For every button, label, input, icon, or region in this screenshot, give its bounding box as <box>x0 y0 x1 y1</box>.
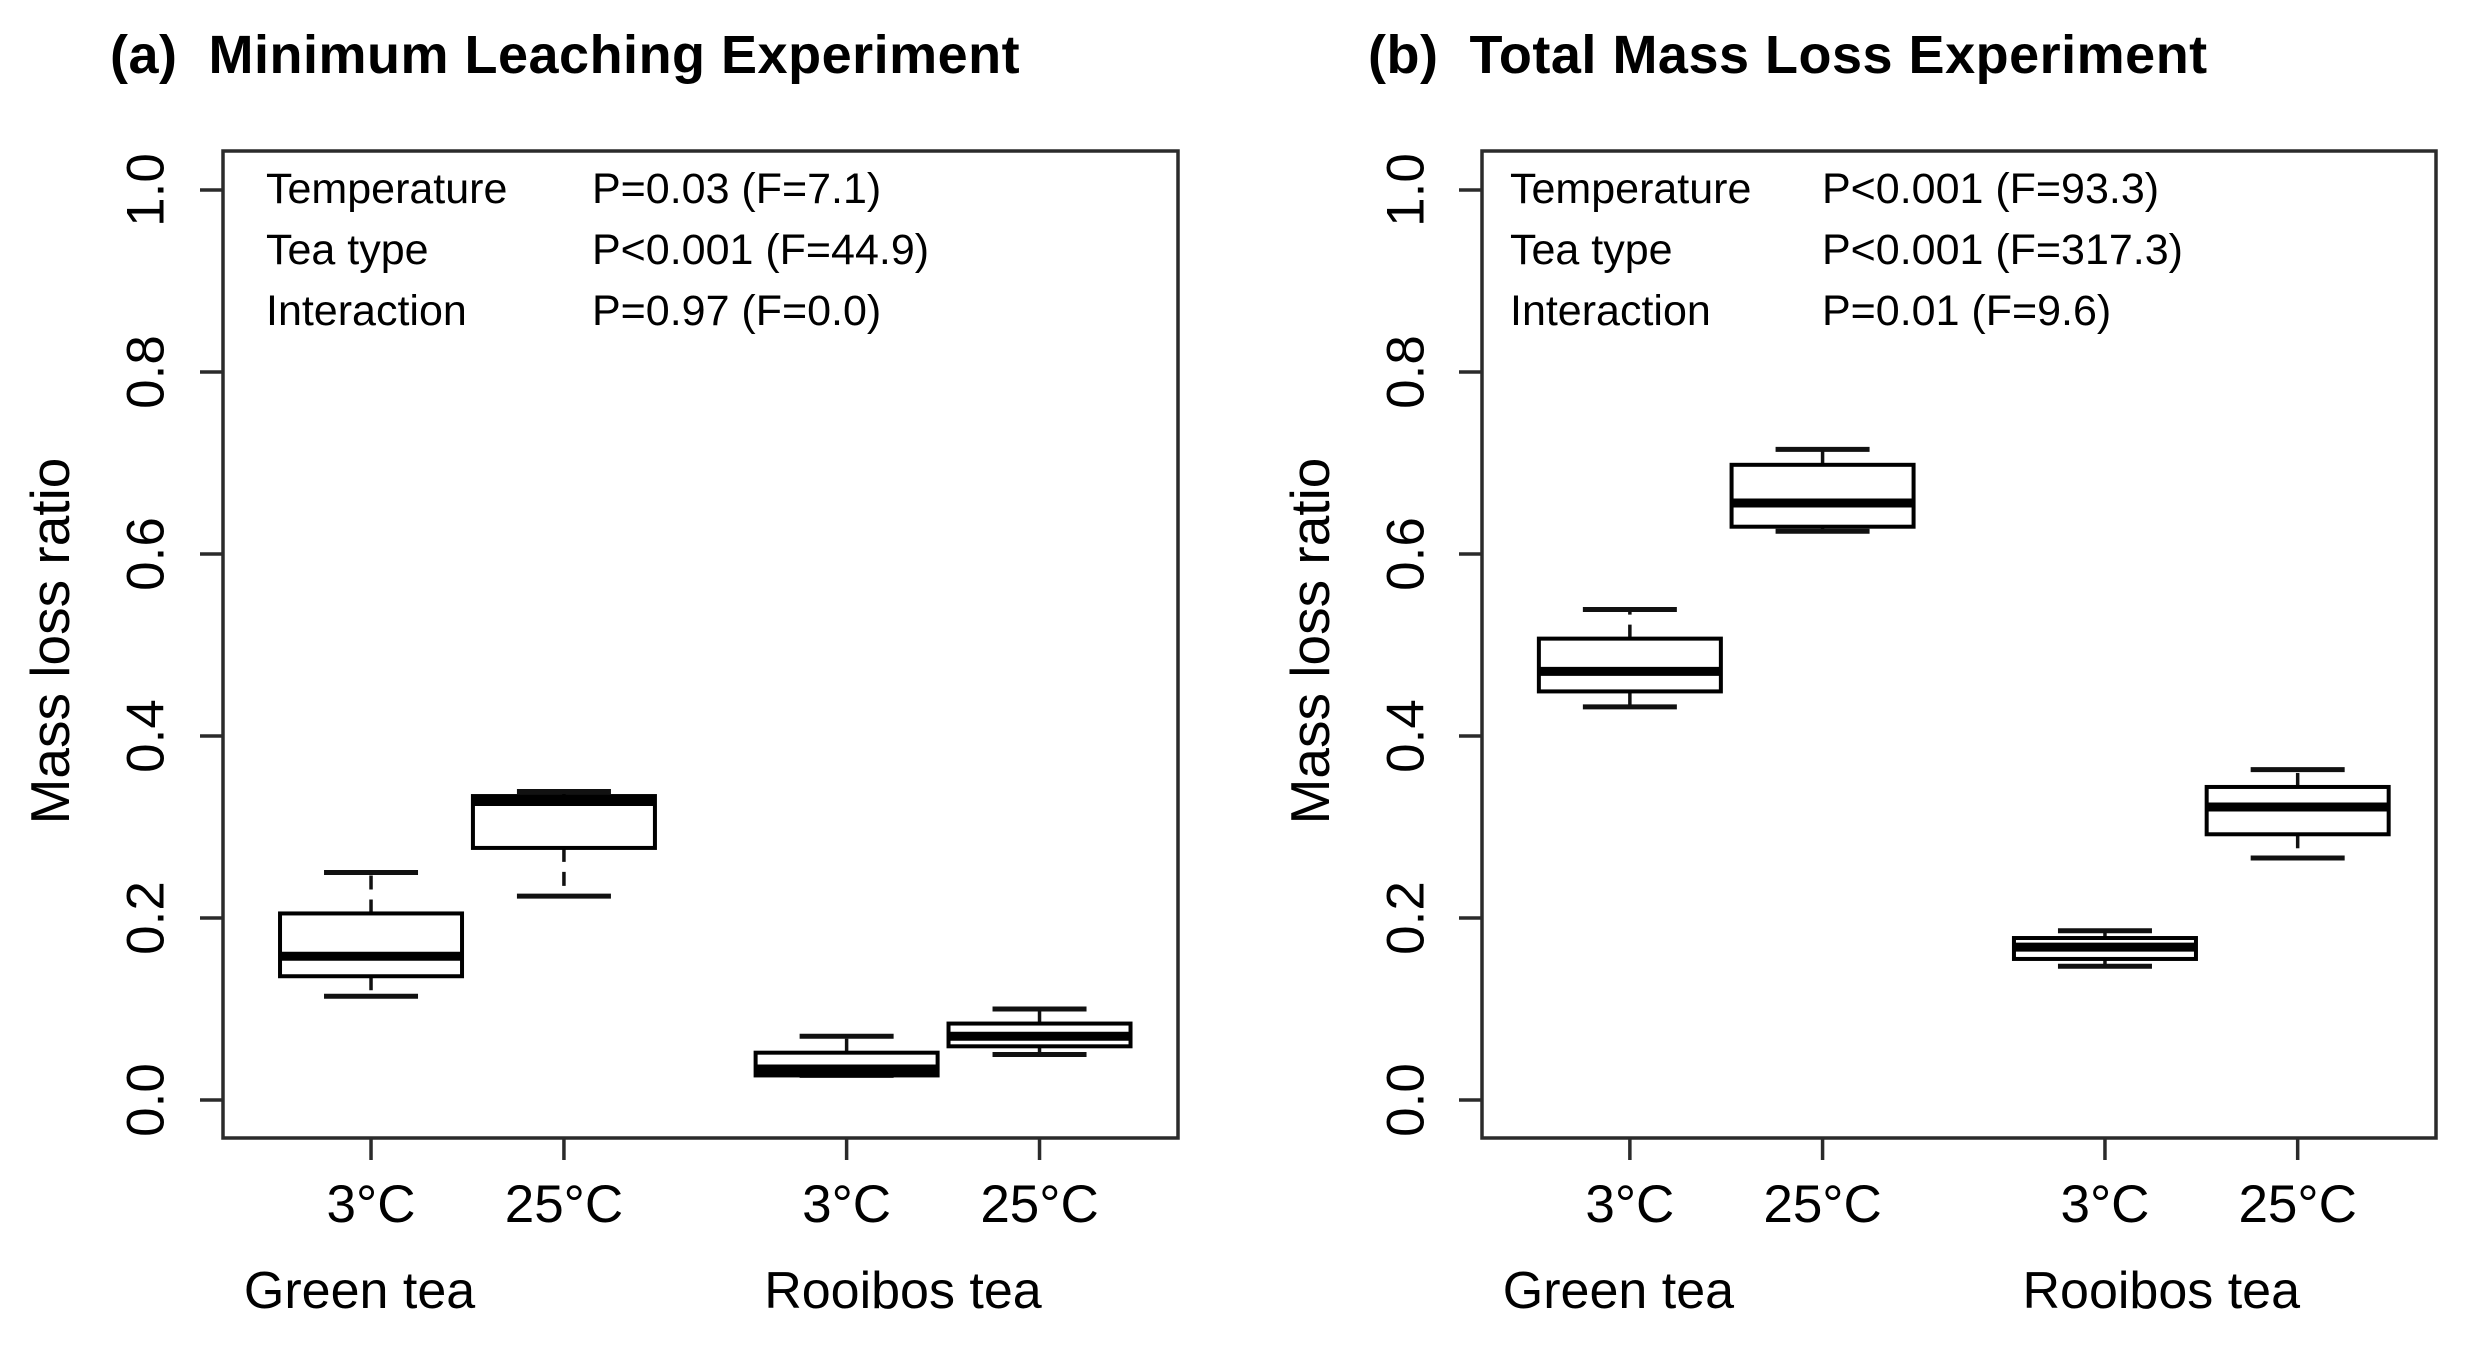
panel-a-boxplot-green-tea-25-c <box>470 789 657 899</box>
panel-a-anova-factor-2: Interaction <box>266 287 467 335</box>
panel-b-anova-value-0: P<0.001 (F=93.3) <box>1822 165 2159 213</box>
panel-a-y-axis-label: Mass loss ratio <box>19 457 81 825</box>
panel-b-group-label-0: Green tea <box>1503 1262 1734 1320</box>
panel-b-boxplot-rooibos-tea-25-c <box>2204 767 2391 861</box>
panel-b-boxplot-rooibos-tea-3-c <box>2011 928 2198 969</box>
panel-a-ytick-label-3: 0.6 <box>117 517 176 591</box>
panel-b-anova-factor-1: Tea type <box>1510 226 1673 274</box>
panel-b-ytick-label-0: 0.0 <box>1377 1063 1436 1137</box>
panel-a-anova-factor-1: Tea type <box>266 226 429 274</box>
panel-a-ytick-label-2: 0.4 <box>117 699 176 773</box>
panel-a-ytick-label-1: 0.2 <box>117 881 176 955</box>
panel-b-y-axis-label: Mass loss ratio <box>1279 457 1341 825</box>
panel-a-xtick-label-2: 3°C <box>802 1175 891 1234</box>
panel-a-anova-factor-0: Temperature <box>266 165 507 213</box>
panel-a-xtick-label-3: 25°C <box>980 1175 1098 1234</box>
panel-b-plot-frame <box>1480 149 2438 1140</box>
panel-b-xtick-label-1: 25°C <box>1763 1175 1881 1234</box>
panel-a-xtick-label-0: 3°C <box>327 1175 416 1234</box>
panel-a-anova-value-1: P<0.001 (F=44.9) <box>592 226 929 274</box>
panel-b-ytick-label-3: 0.6 <box>1377 517 1436 591</box>
panel-a-plot-frame <box>221 149 1180 1140</box>
panel-a-anova-value-0: P=0.03 (F=7.1) <box>592 165 881 213</box>
panel-b-xtick-label-2: 3°C <box>2060 1175 2149 1234</box>
panel-b-ytick-label-5: 1.0 <box>1377 153 1436 227</box>
panel-b-group-label-1: Rooibos tea <box>2022 1262 2300 1320</box>
panel-b-xtick-label-0: 3°C <box>1585 1175 1674 1234</box>
panel-a-boxplot-rooibos-tea-3-c <box>753 1033 940 1078</box>
panel-b-ytick-label-1: 0.2 <box>1377 881 1436 955</box>
panel-b-ytick-label-2: 0.4 <box>1377 699 1436 773</box>
panel-a-ytick-label-0: 0.0 <box>117 1063 176 1137</box>
panel-a-ytick-label-5: 1.0 <box>117 153 176 227</box>
panel-b-anova-factor-0: Temperature <box>1510 165 1751 213</box>
panel-a-xtick-label-1: 25°C <box>505 1175 623 1234</box>
panel-a-box-0-iqr-box <box>278 911 465 979</box>
panel-a-ytick-label-4: 0.8 <box>117 335 176 409</box>
panel-b-box-0-iqr-box <box>1536 636 1723 694</box>
panel-b-boxplot-green-tea-25-c <box>1729 446 1916 534</box>
panel-b-ytick-label-4: 0.8 <box>1377 335 1436 409</box>
panel-a-title: (a) Minimum Leaching Experiment <box>110 25 1021 85</box>
panel-a-group-label-0: Green tea <box>244 1262 475 1320</box>
panel-a-anova-value-2: P=0.97 (F=0.0) <box>592 287 881 335</box>
panel-b-box-1-iqr-box <box>1729 462 1916 529</box>
panel-a-boxplot-green-tea-3-c <box>278 870 465 999</box>
panel-b-title: (b) Total Mass Loss Experiment <box>1368 25 2208 85</box>
panel-a-group-label-1: Rooibos tea <box>764 1262 1042 1320</box>
panel-b-boxplot-green-tea-3-c <box>1536 607 1723 710</box>
panel-b-anova-factor-2: Interaction <box>1510 287 1711 335</box>
panel-b-anova-value-1: P<0.001 (F=317.3) <box>1822 226 2183 274</box>
panel-b-xtick-label-3: 25°C <box>2238 1175 2356 1234</box>
panel-a-boxplot-rooibos-tea-25-c <box>946 1006 1133 1057</box>
panel-b-anova-value-2: P=0.01 (F=9.6) <box>1822 287 2111 335</box>
